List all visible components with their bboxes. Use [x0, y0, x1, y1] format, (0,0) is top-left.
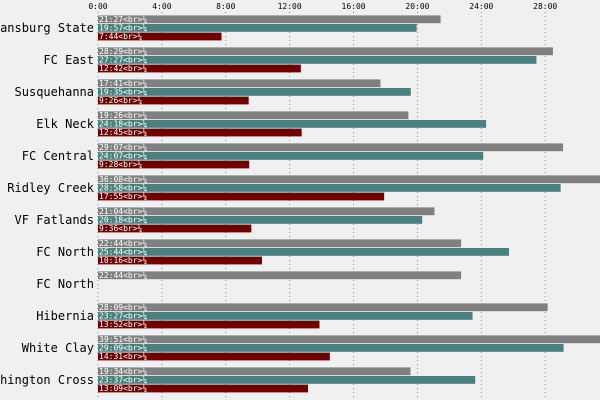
- x-tick-label: 12:00: [278, 2, 302, 11]
- bar: [98, 376, 476, 384]
- bar: [98, 120, 487, 128]
- category-label: VF Fatlands: [15, 213, 94, 227]
- category-label: FC North: [36, 245, 94, 259]
- x-tick-label: 4:00: [152, 2, 171, 11]
- bar-value-label: 24:07<br>¼: [99, 152, 147, 161]
- bar-value-label: 27:27<br>¼: [99, 56, 147, 65]
- bar-value-label: 13:52<br>¼: [99, 320, 147, 329]
- bar: [98, 207, 435, 216]
- x-axis-ticks: 0:00 4:00 8:00 12:00 16:00 20:00 24:00 28:00: [88, 2, 557, 11]
- category-label: FC East: [43, 53, 94, 67]
- bar: [98, 79, 381, 88]
- bar: [98, 312, 473, 320]
- bar: [98, 128, 302, 137]
- x-tick-label: 24:00: [469, 2, 493, 11]
- bar-value-label: 29:07<br>¼: [99, 143, 147, 152]
- category-label: FC North: [36, 277, 94, 291]
- bar-value-label: 9:26<br>¼: [99, 96, 143, 105]
- bar: [98, 64, 301, 73]
- bar: [98, 111, 409, 120]
- bar-value-label: 19:35<br>¼: [99, 88, 147, 97]
- bar-value-label: 7:44<br>¼: [99, 32, 143, 41]
- category-label: FC Central: [22, 149, 94, 163]
- bar: [98, 248, 510, 256]
- plot-area: [98, 12, 600, 400]
- bar-value-label: 21:04<br>¼: [99, 207, 147, 216]
- category-label: Washington Cross: [0, 373, 94, 387]
- bar: [98, 88, 411, 96]
- bar: [98, 271, 462, 280]
- bar: [98, 152, 484, 160]
- bar-value-label: 28:58<br>¼: [99, 184, 147, 193]
- bar: [98, 352, 330, 361]
- bar-value-label: 25:44<br>¼: [99, 248, 147, 257]
- bar-value-label: 29:09<br>¼: [99, 344, 147, 353]
- category-label: White Clay: [22, 341, 94, 355]
- bar: [98, 335, 600, 344]
- category-label: Elk Neck: [36, 117, 95, 131]
- x-tick-label: 28:00: [533, 2, 557, 11]
- bar-value-label: 28:29<br>¼: [99, 47, 147, 56]
- bar-value-label: 14:31<br>¼: [99, 352, 147, 361]
- bar: [98, 384, 309, 393]
- bar-series: 21:27<br>¼ 28:29<br>¼ 17:41<br>¼ 19:26<br>¼…: [98, 15, 600, 393]
- bar-value-label: 19:34<br>¼: [99, 367, 147, 376]
- bar-value-label: 9:28<br>¼: [99, 160, 143, 169]
- bar-value-label: 17:55<br>¼: [99, 192, 147, 201]
- category-label: Susquehanna: [15, 85, 94, 99]
- bar-value-label: 17:41<br>¼: [99, 79, 147, 88]
- bar-value-label: 23:27<br>¼: [99, 312, 147, 321]
- x-tick-label: 0:00: [88, 2, 107, 11]
- bar: [98, 216, 423, 224]
- bar-value-label: 12:42<br>¼: [99, 64, 147, 73]
- bar: [98, 24, 417, 32]
- bar-value-label: 13:09<br>¼: [99, 384, 147, 393]
- bar-value-label: 39:51<br>¼: [99, 335, 147, 344]
- bar: [98, 96, 249, 105]
- bar: [98, 256, 262, 265]
- bar-value-label: 28:09<br>¼: [99, 303, 147, 312]
- category-label: Evansburg State: [0, 21, 94, 35]
- bar-value-label: 20:18<br>¼: [99, 216, 147, 225]
- bar: [98, 47, 553, 56]
- bar: [98, 56, 537, 64]
- x-tick-label: 8:00: [216, 2, 235, 11]
- bar: [98, 192, 385, 201]
- bar: [98, 344, 564, 352]
- bar-value-label: 10:16<br>¼: [99, 256, 147, 265]
- category-labels: Evansburg State FC East Susquehanna Elk Nec…: [0, 21, 95, 387]
- bar: [98, 143, 564, 152]
- bar-value-label: 36:08<br>¼: [99, 175, 147, 184]
- bar-value-label: 19:26<br>¼: [99, 111, 147, 120]
- bar-value-label: 22:44<br>¼: [99, 239, 147, 248]
- grid-lines: [97, 12, 546, 400]
- bar: [98, 239, 462, 248]
- x-tick-label: 16:00: [342, 2, 366, 11]
- bar-value-label: 19:57<br>¼: [99, 24, 147, 33]
- category-label: Ridley Creek: [7, 181, 94, 195]
- bar: [98, 303, 548, 312]
- bar-value-label: 22:44<br>¼: [99, 271, 147, 280]
- bar: [98, 367, 411, 376]
- bar: [98, 184, 561, 192]
- bar: [98, 15, 441, 24]
- bar: [98, 160, 250, 169]
- x-tick-label: 20:00: [405, 2, 429, 11]
- bar-value-label: 24:18<br>¼: [99, 120, 147, 129]
- bar: [98, 320, 320, 329]
- category-label: Hibernia: [36, 309, 94, 323]
- bar: [98, 175, 600, 184]
- bar-value-label: 23:37<br>¼: [99, 376, 147, 385]
- bar-value-label: 21:27<br>¼: [99, 15, 147, 24]
- bar: [98, 32, 222, 41]
- bar-value-label: 12:45<br>¼: [99, 128, 147, 137]
- bar-value-label: 9:36<br>¼: [99, 224, 143, 233]
- bar: [98, 224, 252, 233]
